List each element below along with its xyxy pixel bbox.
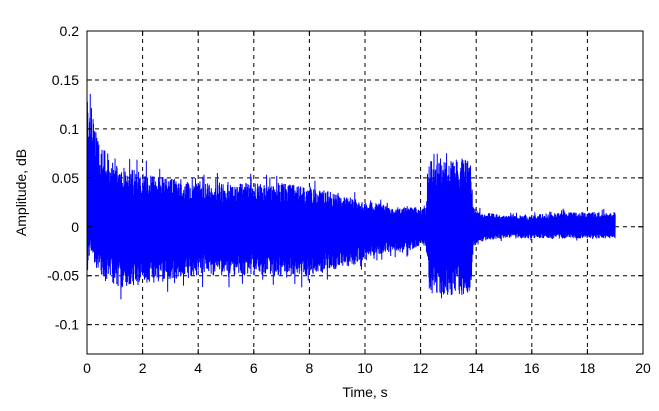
y-tick-label: 0.05 [52,170,79,186]
y-axis-ticks: -0.1 -0.05 0 0.05 0.1 0.15 0.2 [47,23,643,333]
y-tick-label: 0.2 [60,23,80,39]
x-tick-label: 0 [83,360,91,376]
y-tick-label: 0.15 [52,72,79,88]
x-axis-ticks: 0 2 4 6 8 10 12 14 16 18 20 [83,31,651,376]
x-tick-label: 14 [468,360,484,376]
signal-line [86,93,616,300]
y-tick-label: -0.1 [55,317,79,333]
x-tick-label: 16 [524,360,540,376]
y-tick-label: -0.05 [47,268,79,284]
y-axis-title: Amplitude, dB [13,149,29,236]
y-tick-label: 0.1 [60,121,80,137]
x-tick-label: 6 [250,360,258,376]
x-tick-label: 18 [580,360,596,376]
x-tick-label: 4 [194,360,202,376]
x-tick-label: 12 [413,360,429,376]
x-tick-label: 20 [635,360,651,376]
x-tick-label: 10 [357,360,373,376]
x-axis-title: Time, s [342,384,387,400]
y-tick-label: 0 [71,219,79,235]
x-tick-label: 8 [306,360,314,376]
x-tick-label: 2 [139,360,147,376]
signal-trace [86,93,616,300]
